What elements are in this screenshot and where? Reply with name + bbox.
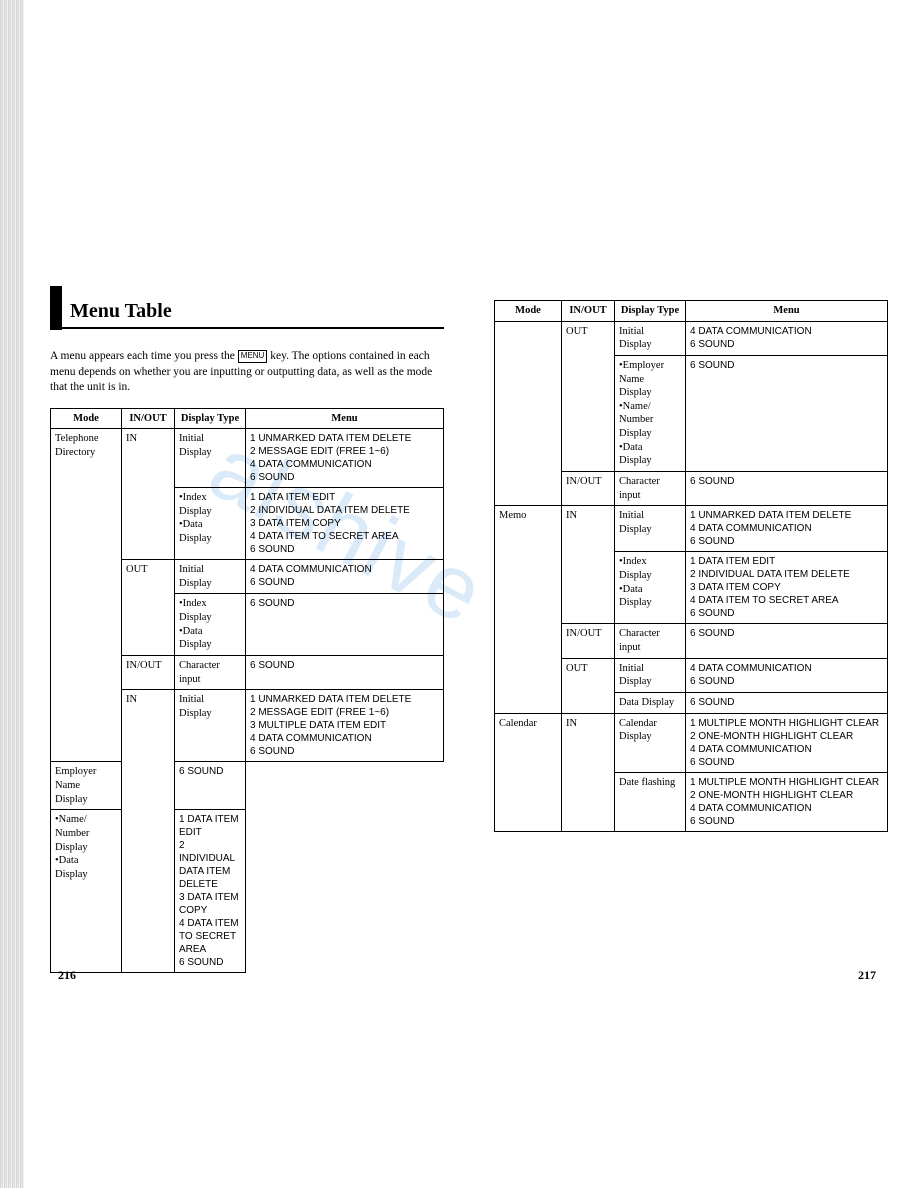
intro-paragraph: A menu appears each time you press the M… bbox=[50, 349, 444, 396]
cell-menu: 1 DATA ITEM EDIT2 INDIVIDUAL DATA ITEM D… bbox=[686, 552, 888, 624]
table-header-row: Mode IN/OUT Display Type Menu bbox=[51, 408, 444, 429]
title-block: Menu Table bbox=[50, 300, 444, 329]
table-body-right: OUTInitialDisplay4 DATA COMMUNICATION6 S… bbox=[495, 321, 888, 831]
table-row: EmployerNameDisplay 6 SOUND bbox=[51, 762, 444, 810]
cell-inout: IN/OUT bbox=[122, 656, 175, 690]
col-mode: Mode bbox=[495, 301, 562, 322]
cell-inout: IN bbox=[122, 690, 175, 973]
cell-menu: 4 DATA COMMUNICATION6 SOUND bbox=[686, 321, 888, 355]
table-body-left: TelephoneDirectoryINInitialDisplay1 UNMA… bbox=[51, 429, 444, 973]
cell-inout: IN bbox=[562, 713, 615, 831]
cell-display-type: •Index Display•Data Display bbox=[175, 488, 246, 560]
cell-menu: 6 SOUND bbox=[246, 594, 444, 656]
page-number-left: 216 bbox=[58, 968, 76, 983]
title-ornament bbox=[50, 286, 62, 330]
col-disp: Display Type bbox=[175, 408, 246, 429]
cell-inout: IN bbox=[562, 506, 615, 624]
cell-menu: 6 SOUND bbox=[246, 656, 444, 690]
page-right: Mode IN/OUT Display Type Menu OUTInitial… bbox=[484, 40, 908, 973]
table-row: TelephoneDirectoryINInitialDisplay1 UNMA… bbox=[51, 429, 444, 488]
cell-mode: TelephoneDirectory bbox=[51, 429, 122, 762]
cell-display-type: InitialDisplay bbox=[615, 658, 686, 692]
cell-menu: 1 UNMARKED DATA ITEM DELETE2 MESSAGE EDI… bbox=[246, 429, 444, 488]
cell-menu: 4 DATA COMMUNICATION6 SOUND bbox=[686, 658, 888, 692]
col-disp: Display Type bbox=[615, 301, 686, 322]
cell-display-type: EmployerNameDisplay bbox=[51, 762, 122, 810]
cell-inout: OUT bbox=[562, 658, 615, 713]
cell-display-type: InitialDisplay bbox=[175, 429, 246, 488]
cell-mode: Memo bbox=[495, 506, 562, 713]
page-spread: Menu Table A menu appears each time you … bbox=[0, 0, 918, 983]
page-title: Menu Table bbox=[50, 300, 444, 329]
table-row: CalendarINCalendarDisplay1 MULTIPLE MONT… bbox=[495, 713, 888, 772]
cell-mode bbox=[495, 321, 562, 506]
cell-inout: IN/OUT bbox=[562, 472, 615, 506]
cell-display-type: InitialDisplay bbox=[175, 560, 246, 594]
cell-display-type: InitialDisplay bbox=[615, 506, 686, 552]
cell-menu: 4 DATA COMMUNICATION6 SOUND bbox=[246, 560, 444, 594]
table-row: •Name/ Number Display•Data Display 1 DATA… bbox=[51, 810, 444, 973]
col-inout: IN/OUT bbox=[122, 408, 175, 429]
col-mode: Mode bbox=[51, 408, 122, 429]
page-number-right: 217 bbox=[858, 968, 876, 983]
col-inout: IN/OUT bbox=[562, 301, 615, 322]
cell-menu: 6 SOUND bbox=[686, 692, 888, 713]
cell-menu: 6 SOUND bbox=[686, 472, 888, 506]
cell-display-type: CalendarDisplay bbox=[615, 713, 686, 772]
table-row: MemoINInitialDisplay1 UNMARKED DATA ITEM… bbox=[495, 506, 888, 552]
table-header-row: Mode IN/OUT Display Type Menu bbox=[495, 301, 888, 322]
cell-mode: Calendar bbox=[495, 713, 562, 831]
page-left: Menu Table A menu appears each time you … bbox=[10, 40, 444, 973]
menu-table-right: Mode IN/OUT Display Type Menu OUTInitial… bbox=[494, 300, 888, 832]
cell-menu: 1 DATA ITEM EDIT2 INDIVIDUAL DATA ITEM D… bbox=[175, 810, 246, 973]
cell-display-type: •Employer Name Display•Name/ Number Disp… bbox=[615, 355, 686, 471]
intro-pre: A menu appears each time you press the bbox=[50, 350, 238, 362]
cell-inout: IN/OUT bbox=[562, 624, 615, 658]
cell-menu: 1 DATA ITEM EDIT2 INDIVIDUAL DATA ITEM D… bbox=[246, 488, 444, 560]
cell-display-type: Data Display bbox=[615, 692, 686, 713]
cell-display-type: Characterinput bbox=[175, 656, 246, 690]
cell-display-type: •Name/ Number Display•Data Display bbox=[51, 810, 122, 973]
menu-key-icon: MENU bbox=[238, 350, 268, 363]
table-row: OUTInitialDisplay4 DATA COMMUNICATION6 S… bbox=[495, 321, 888, 355]
col-menu: Menu bbox=[686, 301, 888, 322]
cell-display-type: •Index Display•Data Display bbox=[615, 552, 686, 624]
cell-menu: 1 MULTIPLE MONTH HIGHLIGHT CLEAR2 ONE-MO… bbox=[686, 772, 888, 831]
cell-inout: IN bbox=[122, 429, 175, 560]
cell-menu: 1 MULTIPLE MONTH HIGHLIGHT CLEAR2 ONE-MO… bbox=[686, 713, 888, 772]
cell-inout: OUT bbox=[562, 321, 615, 471]
cell-display-type: Characterinput bbox=[615, 472, 686, 506]
cell-menu: 6 SOUND bbox=[686, 355, 888, 471]
cell-menu: 1 UNMARKED DATA ITEM DELETE2 MESSAGE EDI… bbox=[246, 690, 444, 762]
cell-menu: 6 SOUND bbox=[686, 624, 888, 658]
cell-display-type: InitialDisplay bbox=[615, 321, 686, 355]
cell-display-type: Characterinput bbox=[615, 624, 686, 658]
cell-display-type: •Index Display•Data Display bbox=[175, 594, 246, 656]
cell-display-type: Date flashing bbox=[615, 772, 686, 831]
cell-menu: 6 SOUND bbox=[175, 762, 246, 810]
cell-display-type: InitialDisplay bbox=[175, 690, 246, 762]
cell-inout: OUT bbox=[122, 560, 175, 656]
col-menu: Menu bbox=[246, 408, 444, 429]
cell-menu: 1 UNMARKED DATA ITEM DELETE4 DATA COMMUN… bbox=[686, 506, 888, 552]
menu-table-left: Mode IN/OUT Display Type Menu TelephoneD… bbox=[50, 408, 444, 974]
